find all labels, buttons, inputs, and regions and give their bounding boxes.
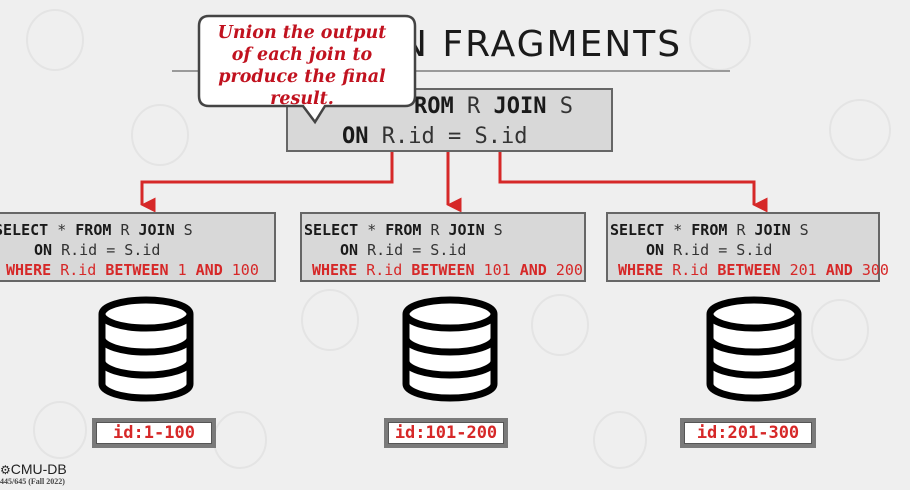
database-icon xyxy=(98,296,194,402)
main-query-line-1: ROM R JOIN S xyxy=(414,94,573,119)
title-underline xyxy=(172,70,730,72)
fragment-query-2: SELECT * FROM R JOIN S ON R.id = S.id WH… xyxy=(300,212,586,282)
callout-text: Union the output of each join to produce… xyxy=(217,23,387,109)
fragment-query-1: SELECT * FROM R JOIN S ON R.id = S.id WH… xyxy=(0,212,276,282)
speech-callout xyxy=(197,14,417,125)
fragment-query-3: SELECT * FROM R JOIN S ON R.id = S.id WH… xyxy=(606,212,889,282)
arrow-left xyxy=(140,152,394,213)
partition-label: id:1-100 xyxy=(92,418,216,448)
arrow-right xyxy=(498,152,768,213)
course-label: 445/645 (Fall 2022) xyxy=(0,477,65,486)
main-query-line-2: ON R.id = S.id xyxy=(342,124,528,149)
cmu-db-logo: ⚙CMU-DB xyxy=(0,461,67,477)
partition-label: id:201-300 xyxy=(680,418,816,448)
database-icon xyxy=(402,296,498,402)
slide-title: N FRAGMENTS xyxy=(400,24,683,65)
partition-label: id:101-200 xyxy=(384,418,508,448)
database-icon xyxy=(706,296,802,402)
